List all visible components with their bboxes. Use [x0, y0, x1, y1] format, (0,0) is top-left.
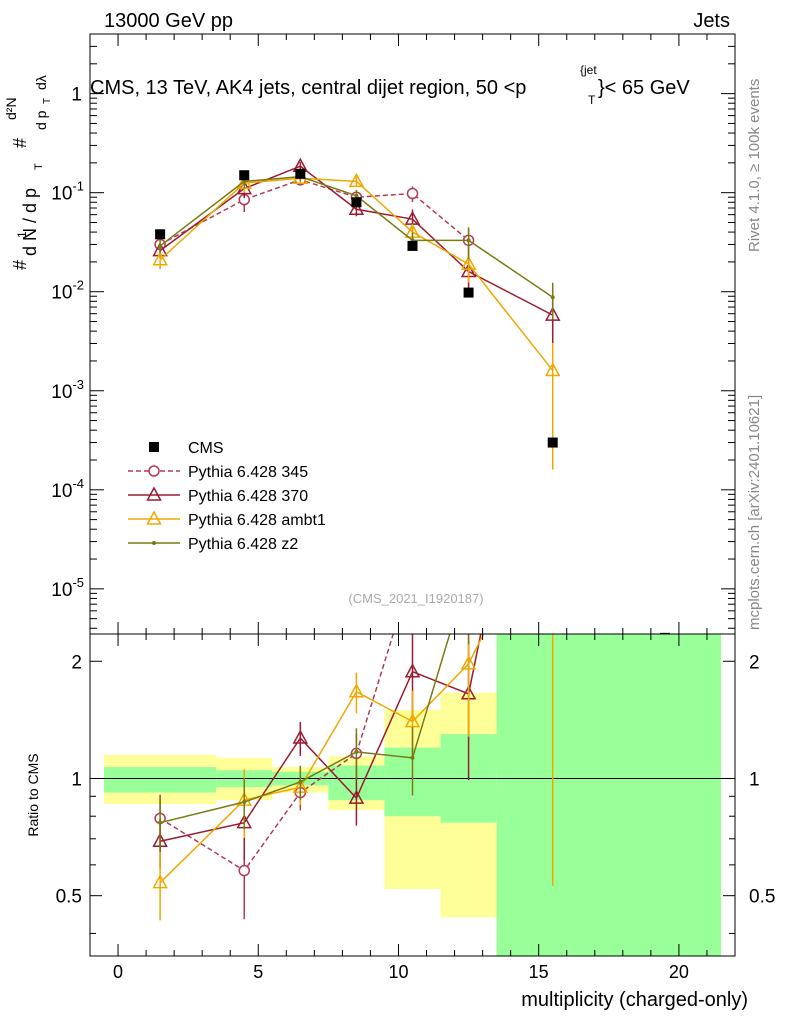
ratio-y-tick-label: 2 [71, 652, 82, 673]
header-category: Jets [693, 10, 730, 32]
legend-marker [152, 541, 156, 545]
ratio-point [242, 800, 247, 805]
main-frame [89, 33, 736, 635]
svg-text:T: T [33, 163, 45, 170]
ratio-point [298, 779, 303, 784]
main-y-axis-label: # 1 d N / d p T # d²N d p T dλ [3, 75, 53, 270]
ratio-point [464, 567, 474, 577]
ratio-y-axis-label: Ratio to CMS [25, 753, 41, 836]
ratio-y-tick-label-right: 1 [749, 769, 760, 790]
legend-label: Pythia 6.428 z2 [188, 536, 298, 553]
ratio-point [152, 874, 168, 889]
header-process: 13000 GeV pp [104, 10, 233, 32]
ratio-band-green [104, 767, 217, 793]
ratio-y-tick-label-right: 2 [749, 652, 760, 673]
x-tick-label: 20 [669, 962, 689, 982]
title-subscript: T [588, 93, 596, 107]
x-tick-label: 15 [529, 962, 549, 982]
axes: 0 5 10 15 20 10-5 10-4 10-3 10-2 10-1 1 0.5 0.5 1 1 2 2 [51, 33, 775, 982]
svg-text:#: # [10, 138, 30, 148]
ratio-point [404, 713, 421, 728]
cms-data-point [407, 240, 418, 251]
series-point [354, 193, 359, 198]
series-point [466, 238, 471, 243]
cms-data-point [463, 287, 474, 298]
y-tick-label: 10-5 [51, 575, 84, 601]
legend-label: Pythia 6.428 345 [188, 464, 308, 481]
series-point [242, 179, 247, 184]
y-tick-label: 1 [71, 85, 82, 106]
y-tick-label: 10-2 [51, 278, 84, 304]
ratio-point [546, 489, 559, 501]
plot-title: CMS, 13 TeV, AK4 jets, central dijet reg… [90, 77, 526, 99]
cms-data-point [659, 632, 670, 634]
ratio-point [404, 663, 421, 678]
legend-label: CMS [188, 440, 224, 457]
ratio-y-tick-label: 1 [71, 769, 82, 790]
svg-text:d N / d p: d N / d p [20, 188, 40, 256]
legend-label: Pythia 6.428 370 [188, 488, 308, 505]
series-point [348, 172, 365, 188]
cms-data-point [547, 437, 558, 448]
ratio-point [410, 755, 415, 760]
analysis-label: (CMS_2021_I1920187) [348, 591, 483, 606]
series-line [159, 178, 470, 246]
ratio-point [238, 864, 250, 877]
svg-text:dλ: dλ [33, 75, 49, 90]
svg-text:#: # [10, 260, 30, 270]
svg-text:d p: d p [33, 110, 49, 130]
cms-data-point [351, 197, 362, 208]
svg-text:d²N: d²N [3, 97, 19, 120]
legend-marker-cms [149, 442, 159, 452]
cms-data-point [155, 229, 166, 240]
ratio-point [348, 683, 365, 698]
ratio-point [408, 567, 418, 577]
legend-marker [146, 510, 162, 525]
title-superscript: {jet [580, 63, 597, 77]
ratio-frame [89, 633, 736, 957]
series-point [544, 361, 561, 377]
series-point [406, 187, 419, 200]
series-point [460, 255, 477, 270]
y-tick-label: 10-4 [51, 476, 84, 502]
svg-text:1: 1 [15, 231, 29, 238]
ratio-band-green [496, 634, 721, 956]
title-end: }< 65 GeV [598, 77, 690, 99]
x-axis-label: multiplicity (charged-only) [521, 989, 748, 1011]
x-tick-label: 0 [113, 962, 123, 982]
series-point [152, 251, 168, 266]
ratio-series [152, 207, 559, 921]
ratio-point [460, 655, 477, 670]
ratio-point [354, 749, 359, 754]
y-tick-label: 10-1 [51, 179, 84, 205]
series-point [158, 243, 163, 248]
ratio-point [551, 207, 555, 211]
x-tick-label: 10 [388, 962, 408, 982]
cms-data-point [239, 170, 250, 181]
x-tick-label: 5 [253, 962, 263, 982]
ratio-point [292, 729, 309, 744]
legend-marker [146, 486, 162, 501]
ratio-point [158, 820, 163, 825]
series-point [550, 295, 555, 300]
legend: CMS Pythia 6.428 345 Pythia 6.428 370 Pythi… [128, 440, 326, 553]
series-point [348, 200, 365, 216]
ratio-point [467, 570, 471, 574]
main-series [152, 157, 670, 634]
y-tick-label: 10-3 [51, 377, 84, 403]
ratio-y-tick-label-right: 0.5 [749, 887, 775, 908]
cms-data-point [295, 168, 306, 179]
svg-text:T: T [42, 98, 53, 104]
series-line [159, 165, 554, 316]
ratio-y-tick-label: 0.5 [56, 887, 82, 908]
series-point [544, 306, 561, 321]
legend-label: Pythia 6.428 ambt1 [188, 512, 326, 529]
ratio-line [159, 634, 395, 872]
ratio-point [348, 789, 365, 804]
legend-marker [148, 465, 160, 477]
